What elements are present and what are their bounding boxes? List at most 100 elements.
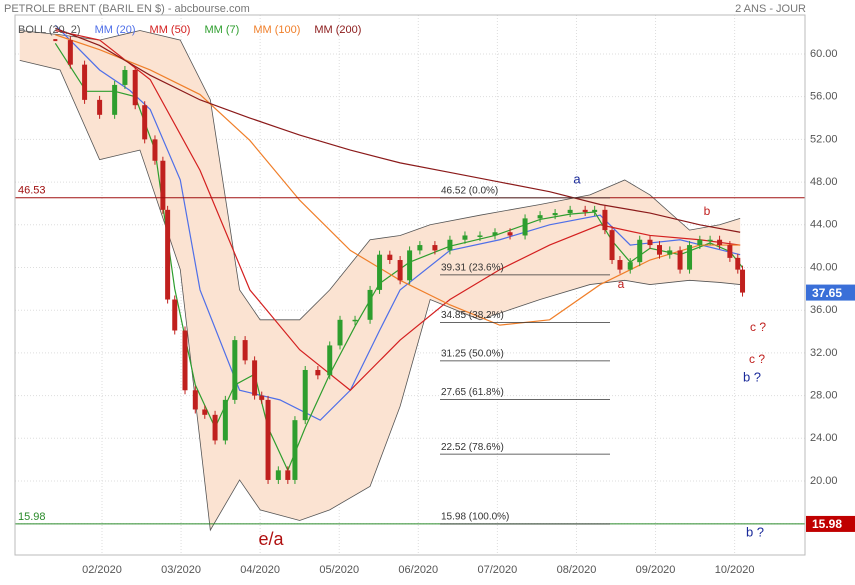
chart-subtitle: 2 ANS - JOUR [735,3,806,15]
legend-entry: MM (100) [253,24,300,36]
candle [656,245,662,255]
x-tick-label: 10/2020 [715,564,755,576]
candle [259,395,265,400]
candle [315,369,321,376]
bollinger-lower [19,59,741,532]
y-tick-label: 36.00 [810,304,838,316]
y-tick-label: 44.00 [810,219,838,231]
price-badge [806,515,855,532]
candle [242,340,248,361]
candle [677,250,683,270]
candle [507,232,513,236]
candle [417,245,423,251]
candle [152,139,158,161]
candle [122,69,128,85]
x-tick-label: 04/2020 [240,564,280,576]
candle [67,40,73,65]
fib-label: 15.98 (100.0%) [441,512,509,523]
chart-title: PETROLE BRENT (BARIL EN $) - abcbourse.c… [4,3,250,15]
fib-label: 31.25 (50.0%) [441,349,504,360]
candle [735,257,741,270]
level-label: 46.53 [18,185,46,197]
candle [160,160,166,210]
candle [202,409,208,415]
candle [609,230,615,261]
candle [537,215,543,219]
plot-frame [14,14,806,556]
candle [602,209,608,231]
candle [352,319,358,322]
fib-label: 39.31 (23.6%) [441,262,504,273]
x-tick-label: 03/2020 [161,564,201,576]
candle [522,218,528,236]
y-tick-label: 40.00 [810,261,838,273]
candle [337,319,343,346]
y-tick-label: 56.00 [810,91,838,103]
legend-entry: MM (7) [204,24,239,36]
candle [275,470,281,480]
candle [132,69,138,106]
moving-average-line [55,29,741,392]
candle [82,64,88,100]
candle [387,254,393,261]
price-badge [806,284,855,301]
candle [617,260,623,270]
candle [462,235,468,240]
candle [447,239,453,251]
x-tick-label: 02/2020 [82,564,122,576]
candle [367,289,373,320]
candle [142,105,148,140]
candle [192,390,198,410]
candle [627,262,633,270]
legend-entry: MM (50) [150,24,191,36]
candle [232,340,238,400]
y-tick-label: 52.00 [810,133,838,145]
y-tick-label: 24.00 [810,432,838,444]
candle [707,239,713,242]
legend-entry: MM (200) [314,24,361,36]
legend-entry: MM (20) [95,24,136,36]
candle [327,345,333,376]
candle [582,209,588,212]
annotation: a [618,277,625,291]
candle [377,254,383,290]
x-tick-label: 07/2020 [477,564,517,576]
price-badge-label: 15.98 [812,517,842,531]
candle [172,299,178,331]
candle [727,245,733,258]
y-tick-label: 20.00 [810,475,838,487]
annotation: c ? [750,320,766,334]
candle [740,269,746,293]
x-tick-label: 08/2020 [557,564,597,576]
candle [112,84,118,115]
candle [592,209,598,212]
candle [552,213,558,216]
candle [667,250,673,255]
candle [292,420,298,480]
candle [302,369,308,421]
candle [637,239,643,263]
annotation: e/a [258,529,284,549]
candle [265,399,271,480]
candle [397,260,403,281]
y-tick-label: 28.00 [810,390,838,402]
annotation: a [573,171,581,186]
fib-label: 34.85 (38.2%) [441,310,504,321]
candle [477,235,483,237]
candle [567,209,573,214]
candle [717,239,723,246]
candle [407,250,413,281]
y-tick-label: 32.00 [810,347,838,359]
x-tick-label: 09/2020 [636,564,676,576]
price-badge-label: 37.65 [812,286,842,300]
legend-entry: BOLL (20, 2) [18,24,81,36]
y-tick-label: 60.00 [810,48,838,60]
fib-label: 27.65 (61.8%) [441,387,504,398]
candle [165,209,171,300]
x-tick-label: 06/2020 [398,564,438,576]
annotation: b [704,204,711,218]
fib-label: 22.52 (78.6%) [441,442,504,453]
x-tick-label: 05/2020 [319,564,359,576]
candle [182,330,188,391]
